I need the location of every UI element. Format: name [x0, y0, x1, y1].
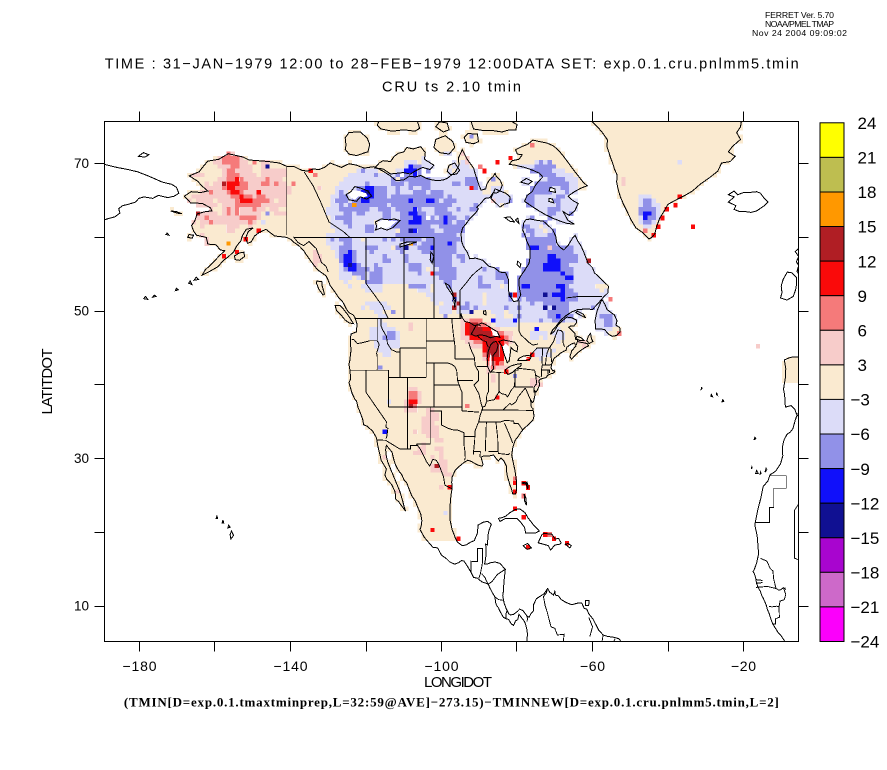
svg-text:3: 3	[858, 356, 867, 375]
svg-text:LONGIDOT: LONGIDOT	[424, 674, 492, 691]
svg-text:50: 50	[74, 304, 89, 319]
svg-text:24: 24	[858, 114, 877, 133]
svg-text:(TMIN[D=exp.0.1.tmaxtminprep,L: (TMIN[D=exp.0.1.tmaxtminprep,L=32:59@AVE…	[124, 695, 779, 710]
svg-text:−60: −60	[580, 658, 605, 674]
svg-text:21: 21	[858, 149, 877, 168]
svg-text:−12: −12	[851, 494, 880, 513]
svg-text:Nov 24 2004 09:09:02: Nov 24 2004 09:09:02	[752, 28, 847, 38]
svg-text:18: 18	[858, 183, 877, 202]
svg-text:12: 12	[858, 252, 877, 271]
svg-text:−24: −24	[851, 633, 880, 652]
svg-text:−20: −20	[731, 658, 756, 674]
svg-text:10: 10	[74, 599, 89, 614]
svg-text:−100: −100	[425, 658, 459, 674]
svg-text:−18: −18	[851, 564, 880, 583]
svg-text:9: 9	[858, 287, 867, 306]
svg-text:CRU ts 2.10 tmin: CRU ts 2.10 tmin	[382, 80, 521, 96]
svg-text:FERRET Ver. 5.70: FERRET Ver. 5.70	[765, 10, 834, 20]
svg-text:70: 70	[74, 156, 89, 171]
svg-text:−3: −3	[851, 391, 870, 410]
svg-text:−180: −180	[123, 658, 157, 674]
svg-text:30: 30	[74, 451, 89, 466]
svg-text:6: 6	[858, 322, 867, 341]
svg-text:−9: −9	[851, 460, 870, 479]
svg-text:−6: −6	[851, 425, 870, 444]
svg-text:LATITDOT: LATITDOT	[39, 349, 56, 415]
svg-text:−140: −140	[274, 658, 308, 674]
svg-text:15: 15	[858, 218, 877, 237]
svg-text:NOAA/PMEL TMAP: NOAA/PMEL TMAP	[765, 19, 834, 29]
svg-text:−15: −15	[851, 529, 880, 548]
svg-text:−21: −21	[851, 598, 880, 617]
